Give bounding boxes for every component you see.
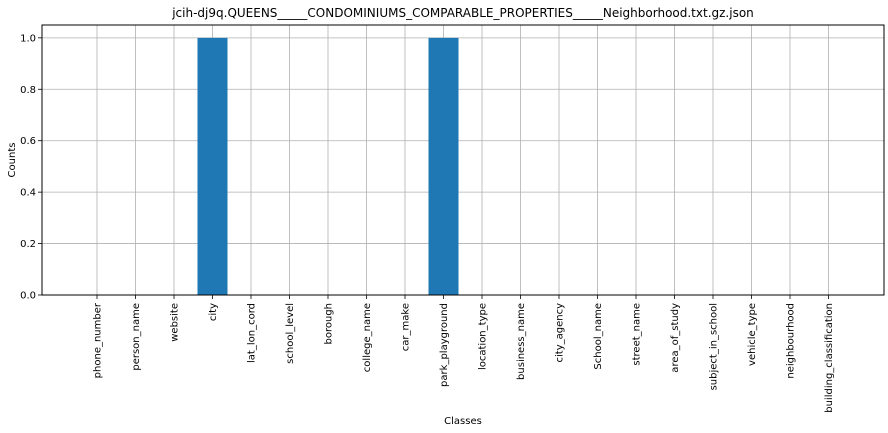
y-tick-label: 0.2 xyxy=(20,239,36,250)
x-tick-label: college_name xyxy=(362,303,373,372)
x-tick-label: location_type xyxy=(478,303,489,370)
plot-frame xyxy=(41,24,885,296)
x-tick-label: school_level xyxy=(285,303,296,364)
bars xyxy=(197,37,459,295)
x-tick-label: neighbourhood xyxy=(786,303,797,379)
x-tick-label: street_name xyxy=(632,303,643,366)
x-tick-label: School_name xyxy=(593,303,604,370)
y-axis-ticks: 0.0 0.2 0.4 0.6 0.8 1.0 xyxy=(20,33,42,302)
x-tick-label: lat_lon_cord xyxy=(247,303,258,363)
bar-city xyxy=(197,37,228,295)
x-tick-label: phone_number xyxy=(93,302,104,378)
x-axis-ticks: phone_number person_name website city lat_lo… xyxy=(93,295,835,413)
x-tick-label: city_agency xyxy=(555,303,566,363)
y-tick-label: 0.4 xyxy=(20,188,36,199)
y-tick-label: 0.6 xyxy=(20,136,36,147)
x-tick-label: subject_in_school xyxy=(709,303,720,390)
chart-title: jcih-dj9q.QUEENS_____CONDOMINIUMS_COMPAR… xyxy=(171,6,754,20)
y-axis-title: Counts xyxy=(7,143,18,178)
x-tick-label: person_name xyxy=(131,303,142,371)
bar-park_playground xyxy=(428,37,459,295)
x-tick-label: city xyxy=(208,303,219,321)
grid-lines xyxy=(42,25,884,296)
y-tick-label: 0.0 xyxy=(20,291,36,302)
x-tick-label: business_name xyxy=(516,303,527,380)
x-tick-label: website xyxy=(170,303,181,342)
x-axis-title: Classes xyxy=(444,416,482,427)
x-tick-label: borough xyxy=(324,303,335,345)
x-tick-label: building_classification xyxy=(824,303,835,413)
x-tick-label: vehicle_type xyxy=(747,303,758,366)
y-tick-label: 1.0 xyxy=(20,33,36,44)
x-tick-label: park_playground xyxy=(439,303,450,387)
x-tick-label: area_of_study xyxy=(670,303,681,373)
y-tick-label: 0.8 xyxy=(20,85,36,96)
x-tick-label: car_make xyxy=(401,303,412,351)
